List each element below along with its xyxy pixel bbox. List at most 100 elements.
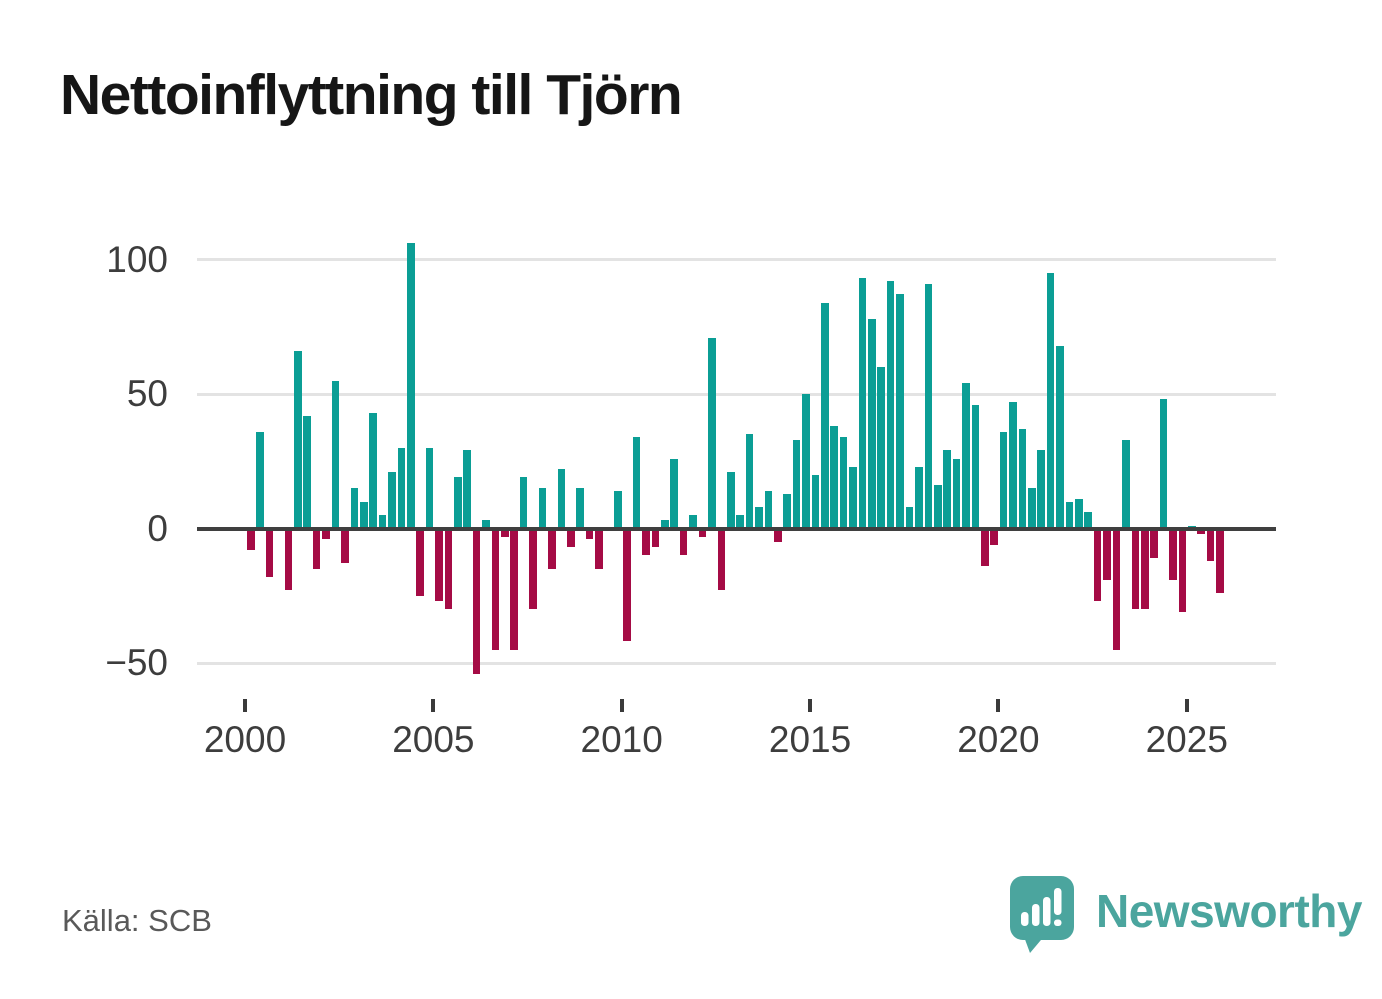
bar-quarter-2017-Q4 — [915, 466, 923, 529]
bar-quarter-2009-Q1 — [585, 528, 594, 540]
bar-quarter-2004-Q2 — [406, 243, 415, 529]
bar-quarter-2012-Q4 — [726, 472, 735, 529]
bar-quarter-2014-Q2 — [783, 493, 791, 529]
bar-quarter-2010-Q2 — [632, 437, 641, 529]
x-axis-tick-2025 — [1184, 699, 1189, 712]
bar-quarter-2004-Q3 — [416, 528, 424, 596]
bar-quarter-2019-Q3 — [980, 528, 989, 567]
gridline-y-100 — [197, 258, 1276, 261]
bar-quarter-2008-Q3 — [566, 528, 575, 548]
bar-quarter-2011-Q3 — [679, 528, 688, 556]
x-axis-label-2005: 2005 — [392, 719, 475, 760]
bar-quarter-2021-Q4 — [1065, 501, 1074, 529]
bar-quarter-2010-Q3 — [642, 528, 650, 556]
bar-quarter-2019-Q1 — [962, 383, 970, 529]
x-axis-label-2020: 2020 — [957, 719, 1040, 760]
bar-quarter-2007-Q4 — [538, 488, 547, 529]
bar-quarter-2012-Q2 — [708, 337, 716, 529]
bar-quarter-2005-Q1 — [435, 528, 443, 602]
x-axis-label-2010: 2010 — [580, 719, 663, 760]
bar-quarter-2019-Q2 — [971, 404, 980, 529]
zero-axis-line — [197, 526, 1276, 531]
bar-quarter-2013-Q2 — [745, 434, 754, 529]
bar-quarter-2008-Q4 — [576, 488, 584, 529]
x-axis-label-2000: 2000 — [203, 719, 287, 760]
bar-quarter-2003-Q1 — [359, 501, 368, 529]
x-axis-tick-2000 — [243, 699, 247, 712]
bar-quarter-2021-Q1 — [1037, 450, 1046, 529]
bar-quarter-2012-Q1 — [698, 528, 707, 537]
y-axis-label-0: 0 — [147, 507, 168, 549]
bar-quarter-2015-Q2 — [821, 302, 829, 529]
bar-quarter-2024-Q3 — [1169, 528, 1177, 580]
bar-quarter-2012-Q3 — [717, 528, 726, 591]
bar-quarter-2015-Q4 — [839, 437, 848, 529]
bar-quarter-2008-Q2 — [557, 469, 566, 529]
bar-quarter-2009-Q2 — [595, 528, 603, 569]
bar-quarter-2004-Q4 — [425, 447, 434, 529]
bar-quarter-2001-Q2 — [294, 350, 302, 529]
bar-quarter-2002-Q1 — [322, 528, 330, 540]
bar-quarter-2013-Q4 — [764, 490, 773, 529]
bar-quarter-2016-Q1 — [849, 466, 857, 529]
bar-quarter-2000-Q1 — [247, 528, 255, 551]
bar-quarter-2014-Q4 — [802, 394, 810, 529]
bar-quarter-2018-Q2 — [933, 485, 942, 529]
bar-quarter-2020-Q3 — [1018, 428, 1027, 529]
bar-quarter-2016-Q4 — [877, 367, 886, 529]
bar-quarter-2007-Q2 — [519, 477, 528, 529]
bar-quarter-2003-Q4 — [388, 472, 396, 529]
bar-quarter-2018-Q3 — [943, 450, 951, 529]
bar-quarter-2023-Q3 — [1131, 528, 1140, 610]
gridline-y-50 — [197, 392, 1276, 396]
bar-quarter-2024-Q1 — [1150, 528, 1158, 559]
bar-quarter-2005-Q2 — [444, 528, 453, 610]
x-axis-tick-2010 — [619, 699, 624, 712]
y-axis-label-100: 100 — [106, 238, 168, 280]
bar-quarter-2007-Q1 — [510, 528, 519, 650]
newsworthy-logo: Newsworthy — [1010, 876, 1362, 954]
bar-quarter-2002-Q3 — [341, 528, 349, 564]
bar-quarter-2008-Q1 — [548, 528, 556, 569]
bar-quarter-2011-Q4 — [689, 515, 697, 529]
bar-quarter-2005-Q3 — [454, 477, 462, 529]
bar-quarter-2001-Q3 — [303, 415, 312, 529]
newsworthy-chart-bubble-icon — [1010, 876, 1074, 953]
bar-quarter-2017-Q1 — [886, 281, 895, 529]
x-axis-label-2025: 2025 — [1145, 719, 1228, 760]
bar-quarter-2017-Q2 — [896, 294, 904, 529]
bar-quarter-2020-Q4 — [1028, 488, 1036, 529]
bar-quarter-2015-Q1 — [811, 474, 820, 529]
bar-quarter-2022-Q4 — [1103, 528, 1111, 580]
bar-quarter-2002-Q4 — [350, 488, 359, 529]
bar-quarter-2014-Q1 — [773, 528, 782, 542]
bar-quarter-2021-Q2 — [1046, 272, 1055, 529]
bar-quarter-2014-Q3 — [792, 439, 801, 529]
bar-quarter-2020-Q1 — [999, 431, 1008, 529]
bar-quarter-2006-Q3 — [491, 528, 500, 650]
bar-quarter-2022-Q2 — [1084, 512, 1093, 529]
bar-quarter-2019-Q4 — [990, 528, 998, 545]
x-axis-tick-2015 — [808, 699, 813, 712]
bar-quarter-2016-Q2 — [858, 278, 867, 529]
bar-quarter-2013-Q3 — [755, 506, 763, 529]
bar-quarter-2022-Q1 — [1075, 498, 1083, 529]
bar-quarter-2025-Q2 — [1197, 528, 1205, 534]
x-axis-tick-2005 — [431, 699, 436, 712]
bar-quarter-2015-Q3 — [830, 426, 838, 529]
bar-quarter-2025-Q4 — [1216, 528, 1224, 594]
newsworthy-wordmark: Newsworthy — [1096, 885, 1362, 937]
bar-quarter-2021-Q3 — [1056, 345, 1064, 529]
bar-quarter-2010-Q4 — [651, 528, 660, 548]
bar-quarter-2007-Q3 — [529, 528, 537, 610]
bar-quarter-2018-Q4 — [952, 458, 961, 529]
x-axis-tick-2020 — [996, 699, 1001, 712]
bar-quarter-2002-Q2 — [331, 380, 340, 529]
bar-quarter-2023-Q1 — [1112, 528, 1121, 650]
bar-quarter-2024-Q4 — [1178, 528, 1187, 612]
bar-quarter-2022-Q3 — [1093, 528, 1102, 602]
bar-quarter-2011-Q2 — [670, 458, 679, 529]
x-axis-label-2015: 2015 — [768, 719, 852, 760]
